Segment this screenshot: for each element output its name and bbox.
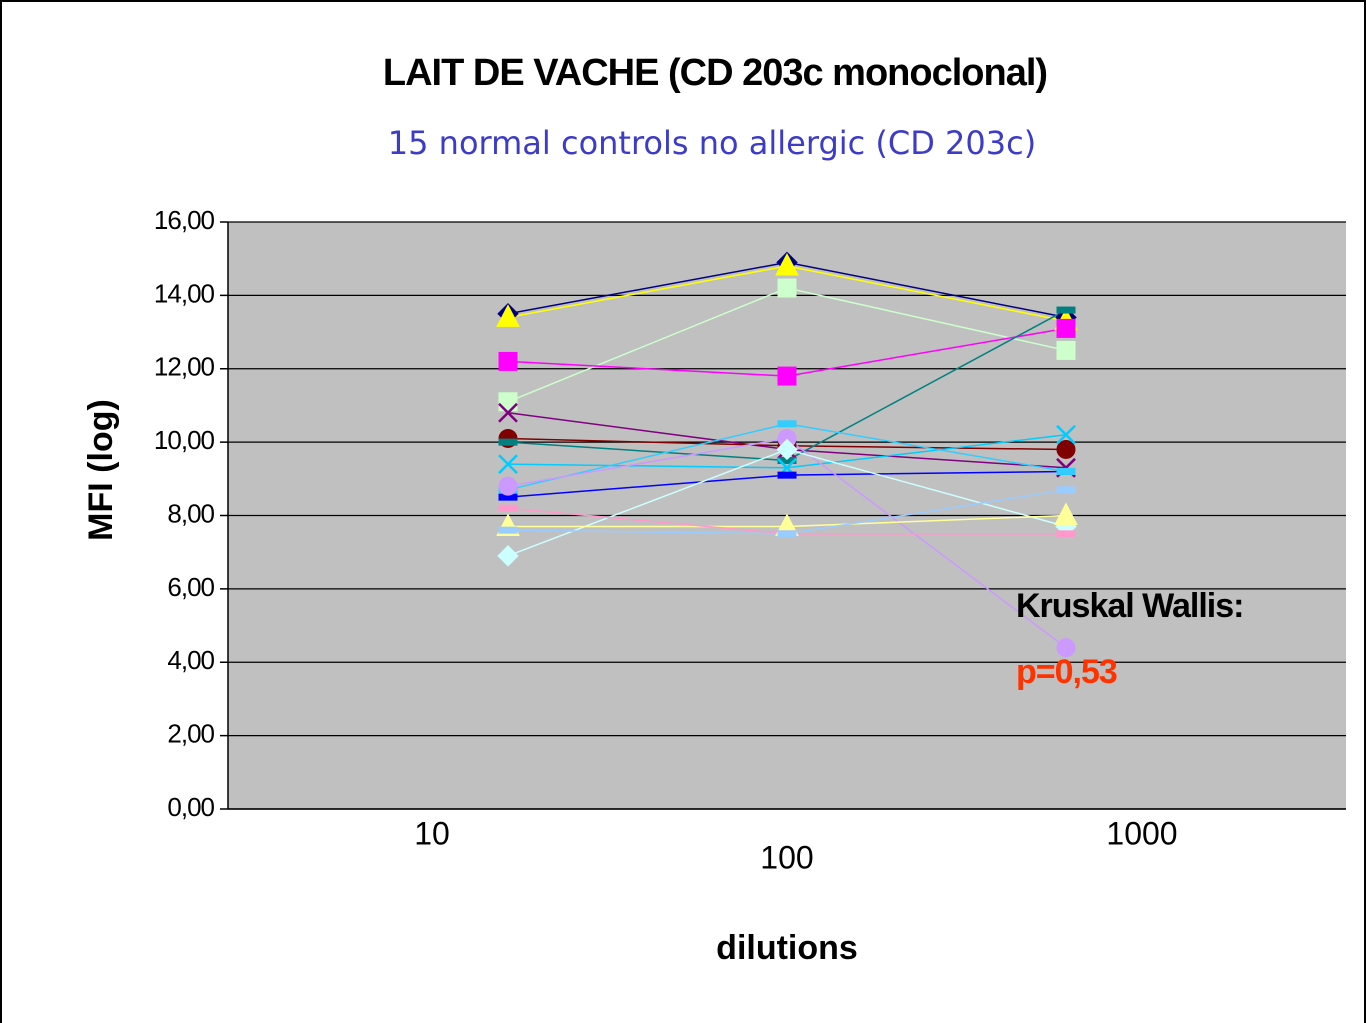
marker	[1054, 502, 1078, 525]
marker	[777, 420, 797, 428]
marker	[1056, 638, 1076, 658]
marker	[1056, 486, 1076, 494]
y-tick-label: 8,00	[167, 498, 214, 528]
marker	[498, 402, 518, 423]
marker	[1056, 439, 1076, 459]
marker	[1056, 530, 1076, 538]
marker	[496, 304, 520, 327]
annotation: Kruskal Wallis:	[1016, 587, 1243, 625]
y-tick-label: 6,00	[167, 572, 214, 602]
marker	[777, 366, 797, 386]
y-tick-label: 0,00	[167, 792, 214, 822]
marker	[1056, 424, 1076, 445]
y-tick-label: 4,00	[167, 645, 214, 675]
x-tick-label: 10	[414, 815, 450, 851]
y-tick-label: 2,00	[167, 719, 214, 749]
marker	[498, 504, 518, 512]
marker	[498, 351, 518, 371]
x-tick-label: 1000	[1106, 815, 1177, 851]
marker	[497, 545, 519, 567]
marker	[498, 454, 518, 475]
chart-title: LAIT DE VACHE (CD 203c monoclonal)	[383, 52, 1047, 94]
marker	[1056, 318, 1076, 338]
marker	[498, 392, 518, 412]
marker	[777, 530, 797, 538]
y-axis-title: MFI (log)	[82, 399, 120, 541]
y-tick-label: 16,00	[154, 205, 215, 235]
x-tick-label: 100	[760, 839, 813, 875]
marker	[777, 278, 797, 298]
y-tick-label: 12,00	[154, 352, 215, 382]
y-tick-label: 10,00	[154, 425, 215, 455]
x-axis-title: dilutions	[716, 929, 858, 967]
marker	[775, 252, 799, 276]
marker	[498, 438, 518, 446]
marker	[498, 526, 518, 534]
chart-subtitle: 15 normal controls no allergic (CD 203c)	[388, 124, 1036, 162]
marker	[776, 438, 798, 461]
marker	[498, 476, 518, 496]
marker	[777, 471, 797, 479]
marker	[1056, 467, 1076, 475]
annotation: p=0,53	[1016, 653, 1117, 691]
marker	[1056, 340, 1076, 360]
y-tick-label: 14,00	[154, 278, 215, 308]
marker	[1056, 306, 1076, 314]
